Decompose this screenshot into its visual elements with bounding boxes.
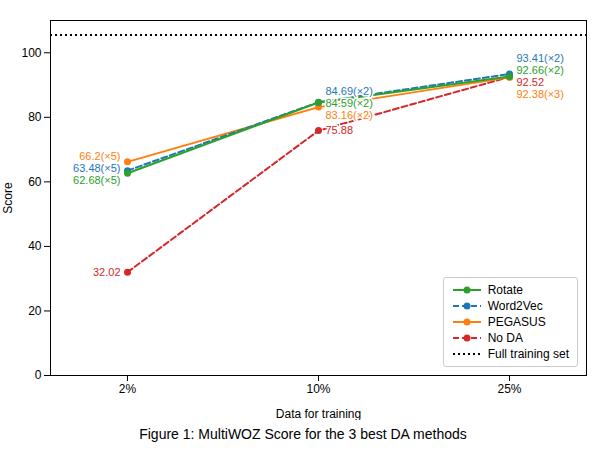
svg-text:10%: 10% [306,382,330,396]
svg-text:Data for training: Data for training [276,407,361,421]
svg-text:84.69(×2): 84.69(×2) [326,85,373,97]
svg-text:92.66(×2): 92.66(×2) [517,64,564,76]
svg-text:83.16(×2): 83.16(×2) [326,109,373,121]
html-text:Figure 1: MultiWOZ Score for t: Figure 1: MultiWOZ Score for the 3 best … [139,426,467,442]
svg-text:20: 20 [28,304,42,318]
html-text:Word2Vec: Word2Vec [487,299,543,313]
svg-text:92.52: 92.52 [517,76,545,88]
svg-text:84.59(×2): 84.59(×2) [326,97,373,109]
html-text:No DA: No DA [487,331,523,345]
svg-text:75.88: 75.88 [326,124,354,136]
html-text:Rotate: Rotate [487,283,523,297]
svg-text:62.68(×5): 62.68(×5) [73,174,120,186]
svg-text:60: 60 [28,175,42,189]
svg-text:40: 40 [28,239,42,253]
svg-text:63.48(×5): 63.48(×5) [73,162,120,174]
svg-text:100: 100 [21,46,41,60]
svg-text:2%: 2% [119,382,137,396]
svg-text:0: 0 [35,368,42,382]
svg-text:32.02: 32.02 [93,266,121,278]
svg-text:92.38(×3): 92.38(×3) [517,88,564,100]
html-text:Full training set: Full training set [487,347,569,361]
svg-text:80: 80 [28,110,42,124]
svg-text:93.41(×2): 93.41(×2) [517,52,564,64]
svg-text:66.2(×5): 66.2(×5) [79,150,120,162]
html-text:PEGASUS: PEGASUS [487,315,546,329]
svg-text:Score: Score [1,182,15,214]
svg-text:25%: 25% [497,382,521,396]
